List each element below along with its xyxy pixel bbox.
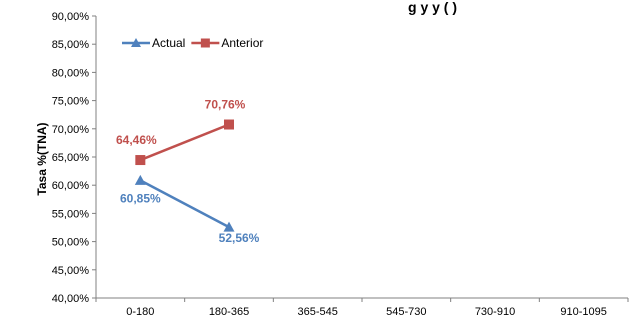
legend-label: Actual <box>152 36 185 50</box>
y-tick-label: 75,00% <box>52 96 90 108</box>
x-ticks: 0-180 180-365 365-545 545-730 730-910 910-109… <box>95 298 629 318</box>
y-tick-label: 80,00% <box>52 67 90 79</box>
data-point-marker <box>135 155 146 166</box>
data-point-marker <box>223 221 235 232</box>
x-tick-label: 910-1095 <box>560 306 607 318</box>
x-tick-label: 545-730 <box>386 306 426 318</box>
x-tick-label: 0-180 <box>126 306 154 318</box>
data-label: 64,46% <box>116 133 157 147</box>
series-line-anterior <box>139 123 230 162</box>
data-label: 60,85% <box>120 191 161 205</box>
y-tick-label: 60,00% <box>52 180 90 192</box>
x-tick-label: 730-910 <box>475 306 515 318</box>
series-line-actual <box>139 179 230 229</box>
data-point-marker <box>134 174 146 185</box>
y-tick-label: 65,00% <box>52 152 90 164</box>
series-anterior: 64,46% 70,76% <box>116 98 246 166</box>
y-tick-label: 55,00% <box>52 208 90 220</box>
y-tick-label: 50,00% <box>52 237 90 249</box>
x-tick-label: 365-545 <box>297 306 337 318</box>
legend: Actual Anterior <box>122 36 263 50</box>
series-group: 60,85% 52,56% 64,46% 70,76% <box>116 98 260 246</box>
legend-item-anterior: Anterior <box>191 36 263 50</box>
x-tick-label: 180-365 <box>209 306 249 318</box>
data-label: 52,56% <box>219 231 260 245</box>
y-ticks: 40,00% 45,00% 50,00% 55,00% 60,00% 65,00% 70,0… <box>52 11 96 305</box>
chart-title-fragment: g y y ( ) <box>408 0 457 15</box>
legend-item-actual: Actual <box>122 36 185 50</box>
y-tick-label: 90,00% <box>52 11 90 23</box>
series-actual: 60,85% 52,56% <box>120 174 260 245</box>
legend-label: Anterior <box>221 36 263 50</box>
y-tick-label: 40,00% <box>52 293 90 305</box>
data-label: 70,76% <box>205 98 246 112</box>
legend-marker <box>131 38 141 47</box>
legend-marker <box>200 38 210 48</box>
y-tick-label: 70,00% <box>52 124 90 136</box>
y-tick-label: 45,00% <box>52 265 90 277</box>
data-point-marker <box>224 119 234 130</box>
y-tick-label: 85,00% <box>52 39 90 51</box>
y-axis-label: Tasa %(TNA) <box>35 122 49 195</box>
